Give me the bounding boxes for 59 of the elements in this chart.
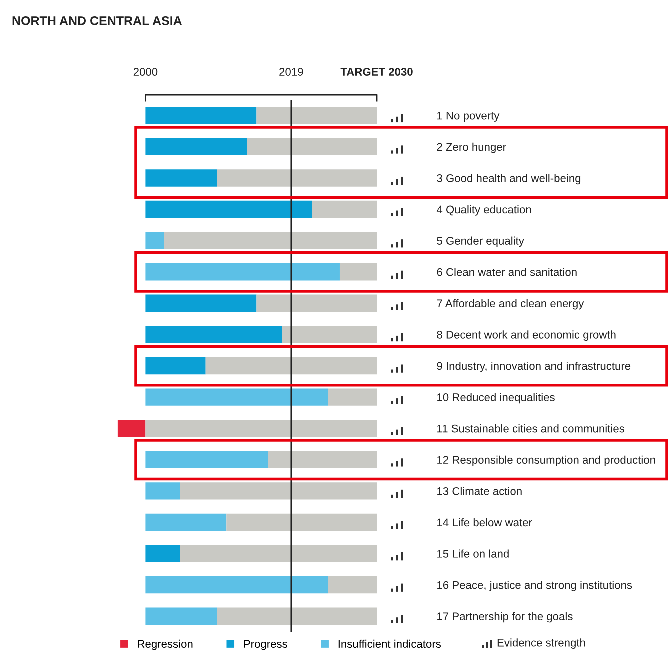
chart-title: NORTH AND CENTRAL ASIA [12,16,182,26]
bar [146,576,328,594]
bar [146,170,218,187]
bar [164,232,377,250]
y-tick-label: 11 Sustainable cities and communities [438,424,624,433]
y-tick-label: 3 Good health and well-being [437,174,581,185]
bar [328,388,377,406]
legend-label: Progress [244,640,288,650]
bar [217,608,377,625]
y-tick-label: 17 Partnership for the goals [438,612,573,623]
y-tick-label: 10 Reduced inequalities [438,393,555,404]
y-tick-label: 9 Industry, innovation and infrastructure [437,362,631,372]
bar [256,107,377,124]
bar [146,232,164,250]
legend-label: Regression [138,640,193,650]
bar [256,294,377,312]
text: TARGET 2030 [340,68,413,76]
bar [146,294,257,312]
bar [312,200,377,218]
y-tick-label: 2 Zero hunger [437,142,506,154]
bar [146,326,282,344]
y-tick-label: 13 Climate action [438,487,522,496]
y-tick-label: 6 Clean water and sanitation [437,268,577,276]
y-tick-label: 4 Quality education [436,206,532,216]
bar [340,264,377,281]
bar [217,170,377,187]
bar [282,326,377,344]
bar [268,451,377,468]
bar [226,514,377,532]
bar [180,545,377,562]
bar [206,357,377,375]
legend-label: Insufficient indicators [338,640,442,648]
y-tick-label: 12 Responsible consumption and production [438,456,656,466]
bar [146,388,328,406]
bar [146,107,257,124]
bar [146,482,180,500]
bar [146,138,248,156]
text: 2000 [134,68,158,76]
bar [146,451,268,468]
bar [328,576,377,594]
y-tick-label: 15 Life on land [438,550,509,558]
bar [247,138,377,156]
y-tick-label: 8 Decent work and economic growth [437,330,616,342]
y-tick-label: 1 No poverty [438,112,500,122]
bar [146,200,312,218]
bar [146,420,377,438]
bar [180,482,377,500]
text: 2019 [280,68,304,76]
bar [146,514,227,532]
bar [146,357,206,375]
y-tick-label: 7 Affordable and clean energy [437,299,584,310]
bar [146,608,218,625]
bar [146,545,180,562]
bar [118,420,146,438]
bar [146,264,340,281]
y-tick-label: 16 Peace, justice and strong institutions [438,581,632,592]
text: Evidence strength [498,638,586,649]
y-tick-label: 14 Life below water [438,518,532,527]
y-tick-label: 5 Gender equality [437,236,524,248]
